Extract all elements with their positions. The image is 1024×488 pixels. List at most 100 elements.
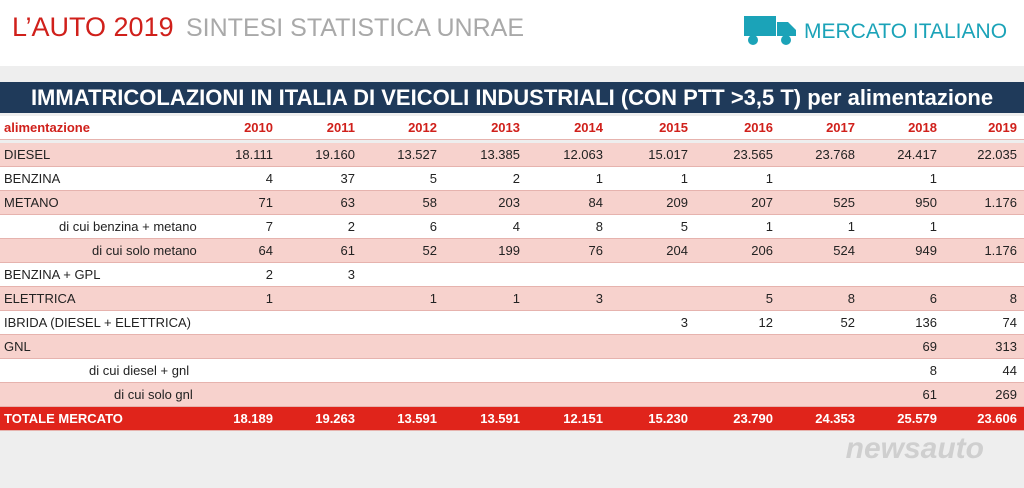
row-label: di cui diesel + gnl: [89, 363, 190, 378]
row-label: BENZINA + GPL: [4, 267, 101, 282]
cell-value: 5: [429, 171, 437, 186]
cell-value: 8: [1009, 291, 1017, 306]
cell-value: 1: [512, 291, 520, 306]
column-header: alimentazione 2010 2011 2012 2013 2014 2015 201…: [0, 116, 1024, 140]
cell-value: 23.606: [977, 411, 1017, 426]
cell-value: 13.527: [397, 147, 437, 162]
cell-value: 1.176: [984, 195, 1017, 210]
cell-value: 18.189: [233, 411, 273, 426]
cell-value: 4: [265, 171, 273, 186]
cell-value: 4: [512, 219, 520, 234]
watermark: newsauto: [845, 432, 984, 465]
cell-value: 19.263: [315, 411, 355, 426]
cell-value: 7: [265, 219, 273, 234]
row-label: alimentazione: [4, 120, 90, 135]
cell-value: 52: [422, 243, 437, 258]
cell-value: 61: [340, 243, 355, 258]
cell-value: 6: [429, 219, 437, 234]
cell-value: 2: [512, 171, 520, 186]
cell-value: 18.111: [235, 147, 273, 162]
cell-value: 58: [422, 195, 437, 210]
table-row: GNL 69 313: [0, 335, 1024, 359]
cell-value: 2017: [826, 120, 855, 135]
table-row: METANO 71 63 58 203 84 209 207 525 950 1.176: [0, 191, 1024, 215]
cell-value: 61: [922, 387, 937, 402]
cell-value: 525: [833, 195, 855, 210]
cell-value: 25.579: [897, 411, 937, 426]
cell-value: 5: [680, 219, 688, 234]
table-row: di cui solo metano 64 61 52 199 76 204 206 524 94…: [0, 239, 1024, 263]
cell-value: 2015: [659, 120, 688, 135]
cell-value: 84: [588, 195, 603, 210]
table-row: BENZINA 4 37 5 2 1 1 1 1: [0, 167, 1024, 191]
cell-value: 6: [929, 291, 937, 306]
row-label: di cui benzina + metano: [59, 219, 197, 234]
cell-value: 15.017: [648, 147, 688, 162]
cell-value: 23.768: [815, 147, 855, 162]
cell-value: 52: [840, 315, 855, 330]
row-label: di cui solo metano: [92, 243, 197, 258]
cell-value: 24.417: [897, 147, 937, 162]
cell-value: 37: [340, 171, 355, 186]
table: alimentazione 2010 2011 2012 2013 2014 2015 201…: [0, 116, 1024, 431]
cell-value: 1: [265, 291, 273, 306]
cell-value: 12.063: [563, 147, 603, 162]
cell-value: 2016: [744, 120, 773, 135]
cell-value: 15.230: [648, 411, 688, 426]
cell-value: 24.353: [815, 411, 855, 426]
cell-value: 3: [680, 315, 688, 330]
cell-value: 2019: [988, 120, 1017, 135]
header: L’AUTO 2019 SINTESI STATISTICA UNRAE MER…: [0, 0, 1024, 66]
table-title: IMMATRICOLAZIONI IN ITALIA DI VEICOLI IN…: [0, 82, 1024, 113]
cell-value: 8: [847, 291, 855, 306]
table-row: ELETTRICA 1 1 1 3 5 8 6 8: [0, 287, 1024, 311]
cell-value: 203: [498, 195, 520, 210]
cell-value: 1: [929, 219, 937, 234]
cell-value: 2010: [244, 120, 273, 135]
cell-value: 64: [258, 243, 273, 258]
brand: L’AUTO 2019: [12, 12, 174, 42]
cell-value: 136: [915, 315, 937, 330]
row-label: METANO: [4, 195, 59, 210]
cell-value: 2013: [491, 120, 520, 135]
cell-value: 2018: [908, 120, 937, 135]
cell-value: 3: [347, 267, 355, 282]
cell-value: 1: [765, 219, 773, 234]
cell-value: 63: [340, 195, 355, 210]
cell-value: 1: [429, 291, 437, 306]
cell-value: 2012: [408, 120, 437, 135]
cell-value: 2011: [326, 120, 355, 135]
table-row: di cui benzina + metano 7 2 6 4 8 5 1 1 1: [0, 215, 1024, 239]
cell-value: 22.035: [977, 147, 1017, 162]
cell-value: 8: [929, 363, 937, 378]
table-row: di cui solo gnl 61 269: [0, 383, 1024, 407]
cell-value: 313: [995, 339, 1017, 354]
cell-value: 207: [751, 195, 773, 210]
cell-value: 5: [765, 291, 773, 306]
cell-value: 1: [847, 219, 855, 234]
row-label: di cui solo gnl: [114, 387, 193, 402]
row-label: BENZINA: [4, 171, 61, 186]
cell-value: 13.591: [480, 411, 520, 426]
cell-value: 949: [915, 243, 937, 258]
row-label: DIESEL: [4, 147, 51, 162]
cell-value: 1: [595, 171, 603, 186]
cell-value: 23.790: [733, 411, 773, 426]
cell-value: 1: [680, 171, 688, 186]
cell-value: 204: [666, 243, 688, 258]
cell-value: 199: [498, 243, 520, 258]
cell-value: 3: [595, 291, 603, 306]
cell-value: 13.385: [480, 147, 520, 162]
cell-value: 44: [1002, 363, 1017, 378]
cell-value: 1: [765, 171, 773, 186]
cell-value: 13.591: [397, 411, 437, 426]
cell-value: 950: [915, 195, 937, 210]
cell-value: 74: [1002, 315, 1017, 330]
cell-value: 2: [347, 219, 355, 234]
subtitle: SINTESI STATISTICA UNRAE: [186, 14, 525, 42]
cell-value: 76: [588, 243, 603, 258]
cell-value: 71: [258, 195, 273, 210]
row-label: ELETTRICA: [4, 291, 76, 306]
section: MERCATO ITALIANO: [804, 20, 1008, 43]
